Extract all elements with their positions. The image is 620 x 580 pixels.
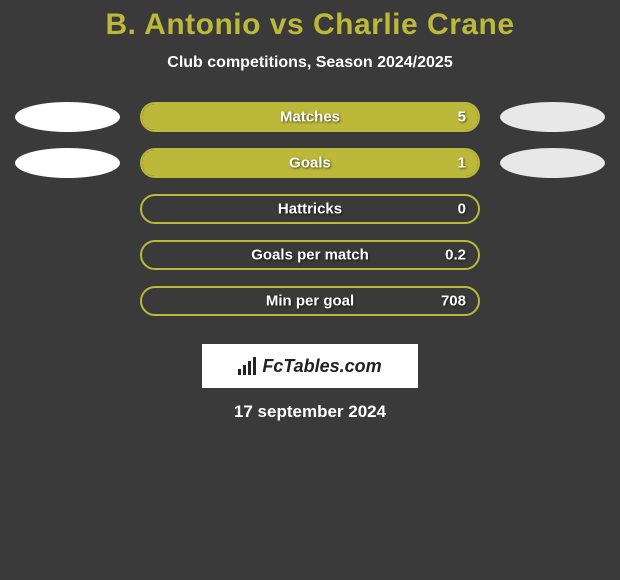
player-left-ellipse	[15, 102, 120, 132]
stat-value: 1	[458, 155, 466, 172]
page-title: B. Antonio vs Charlie Crane	[0, 8, 620, 42]
stat-bar: Goals per match 0.2	[140, 240, 480, 270]
stat-label: Min per goal	[266, 293, 354, 310]
logo-text: FcTables.com	[262, 356, 381, 377]
stat-label: Goals	[289, 155, 331, 172]
comparison-widget: B. Antonio vs Charlie Crane Club competi…	[0, 0, 620, 422]
player-right-ellipse	[500, 102, 605, 132]
stat-value: 708	[441, 293, 466, 310]
stat-row: Goals 1	[0, 148, 620, 178]
stat-row: Hattricks 0	[0, 194, 620, 224]
stat-rows: Matches 5 Goals 1 Hattricks 0 Goals per match 0…	[0, 102, 620, 316]
stat-value: 0.2	[445, 247, 466, 264]
stat-row: Matches 5	[0, 102, 620, 132]
date-label: 17 september 2024	[0, 402, 620, 422]
stat-label: Matches	[280, 109, 340, 126]
logo-badge: FcTables.com	[202, 344, 418, 388]
stat-value: 0	[458, 201, 466, 218]
stat-row: Goals per match 0.2	[0, 240, 620, 270]
stat-bar: Hattricks 0	[140, 194, 480, 224]
stat-bar: Min per goal 708	[140, 286, 480, 316]
chart-icon	[238, 357, 256, 375]
subtitle: Club competitions, Season 2024/2025	[0, 54, 620, 72]
stat-row: Min per goal 708	[0, 286, 620, 316]
player-right-ellipse	[500, 148, 605, 178]
player-left-ellipse	[15, 148, 120, 178]
stat-bar: Matches 5	[140, 102, 480, 132]
stat-label: Hattricks	[278, 201, 342, 218]
stat-value: 5	[458, 109, 466, 126]
stat-bar: Goals 1	[140, 148, 480, 178]
stat-label: Goals per match	[251, 247, 369, 264]
